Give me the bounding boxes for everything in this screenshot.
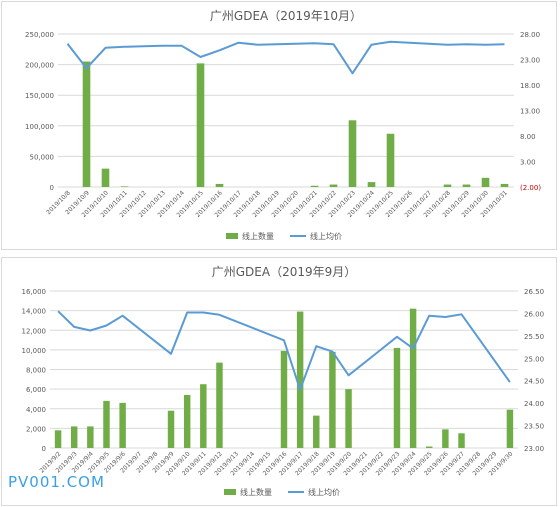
y2-tick-label: 24.50 <box>524 378 544 386</box>
bar <box>215 183 224 187</box>
bar <box>70 426 78 448</box>
bar <box>462 184 471 187</box>
y2-tick-label: 23.00 <box>520 57 540 65</box>
bar <box>367 182 376 187</box>
bar <box>329 351 336 448</box>
legend-bar-label: 线上数量 <box>242 231 274 241</box>
bar <box>87 426 94 448</box>
y2-tick-label: 28.00 <box>520 31 540 39</box>
bar <box>345 389 352 448</box>
bar <box>506 409 514 448</box>
y-tick-label: 8,000 <box>26 367 46 375</box>
legend-line-label: 线上均价 <box>310 231 342 241</box>
bar <box>443 184 452 187</box>
y2-tick-label: 23.00 <box>524 445 544 453</box>
y-tick-label: 16,000 <box>22 288 47 296</box>
legend-bar-swatch <box>226 233 238 239</box>
y-tick-label: 50,000 <box>30 153 55 161</box>
bar <box>200 384 207 448</box>
bar <box>426 446 433 448</box>
chart-panel-september: 广州GDEA（2019年9月） 0 2,000 4,000 6,000 8,000 10,0… <box>1 257 557 506</box>
y-tick-label: 100,000 <box>25 123 54 131</box>
legend-bar-label: 线上数量 <box>240 487 272 497</box>
y-tick-label: 2,000 <box>26 425 46 433</box>
bar <box>409 308 417 448</box>
bar <box>296 311 304 448</box>
chart-title: 广州GDEA（2019年10月） <box>210 9 362 23</box>
bar <box>313 415 320 448</box>
y-tick-label: 12,000 <box>22 327 47 335</box>
watermark: PV001.COM <box>8 473 105 491</box>
legend-line-label: 线上均价 <box>308 487 340 497</box>
y2-tick-label: 8.00 <box>520 133 536 141</box>
bar <box>167 410 175 448</box>
bar <box>120 186 129 187</box>
bar <box>280 350 288 448</box>
bar <box>101 168 110 187</box>
y2-tick-label: 23.50 <box>524 423 544 431</box>
y2-tick-label: 25.00 <box>524 355 544 363</box>
y2-tick-label: 13.00 <box>520 108 540 116</box>
bar <box>119 402 126 448</box>
y-tick-label: 4,000 <box>26 406 46 414</box>
y2-tick-label: 18.00 <box>520 82 540 90</box>
y2-tick-label: 26.50 <box>524 288 544 296</box>
y-tick-label: 10,000 <box>22 347 47 355</box>
bar <box>183 395 191 448</box>
y-tick-label: 0 <box>50 184 54 192</box>
bar <box>103 400 110 448</box>
bar <box>348 120 357 187</box>
bar <box>82 61 91 187</box>
legend-bar-swatch <box>224 489 236 495</box>
bar <box>458 433 465 448</box>
y-tick-label: 150,000 <box>25 92 54 100</box>
y2-tick-label: (2.00) <box>520 184 541 192</box>
bar <box>386 133 395 187</box>
chart-september: 广州GDEA（2019年9月） 0 2,000 4,000 6,000 8,000 10,0… <box>22 265 545 497</box>
bar <box>393 347 401 448</box>
chart-october: 广州GDEA（2019年10月） 0 50,000 100,000 150,000 200… <box>25 9 541 241</box>
y2-tick-label: 3.00 <box>520 159 536 167</box>
bar <box>54 430 62 448</box>
bar <box>442 429 449 448</box>
y2-tick-label: 25.50 <box>524 333 544 341</box>
bar <box>216 362 223 448</box>
chart-panel-october: 广州GDEA（2019年10月） 0 50,000 100,000 150,000 200… <box>1 1 557 250</box>
bar <box>196 63 205 187</box>
y-tick-label: 6,000 <box>26 386 46 394</box>
y-tick-label: 200,000 <box>25 62 54 70</box>
bar <box>310 185 319 187</box>
y-tick-label: 14,000 <box>22 308 47 316</box>
y2-tick-label: 26.00 <box>524 310 544 318</box>
y-tick-label: 0 <box>42 445 46 453</box>
line-series <box>57 310 511 391</box>
line-series <box>66 40 505 75</box>
bar <box>500 183 509 187</box>
bar <box>481 177 490 187</box>
y-tick-label: 250,000 <box>25 31 54 39</box>
chart-title: 广州GDEA（2019年9月） <box>212 265 357 279</box>
y2-tick-label: 24.00 <box>524 400 544 408</box>
bar <box>329 184 338 187</box>
